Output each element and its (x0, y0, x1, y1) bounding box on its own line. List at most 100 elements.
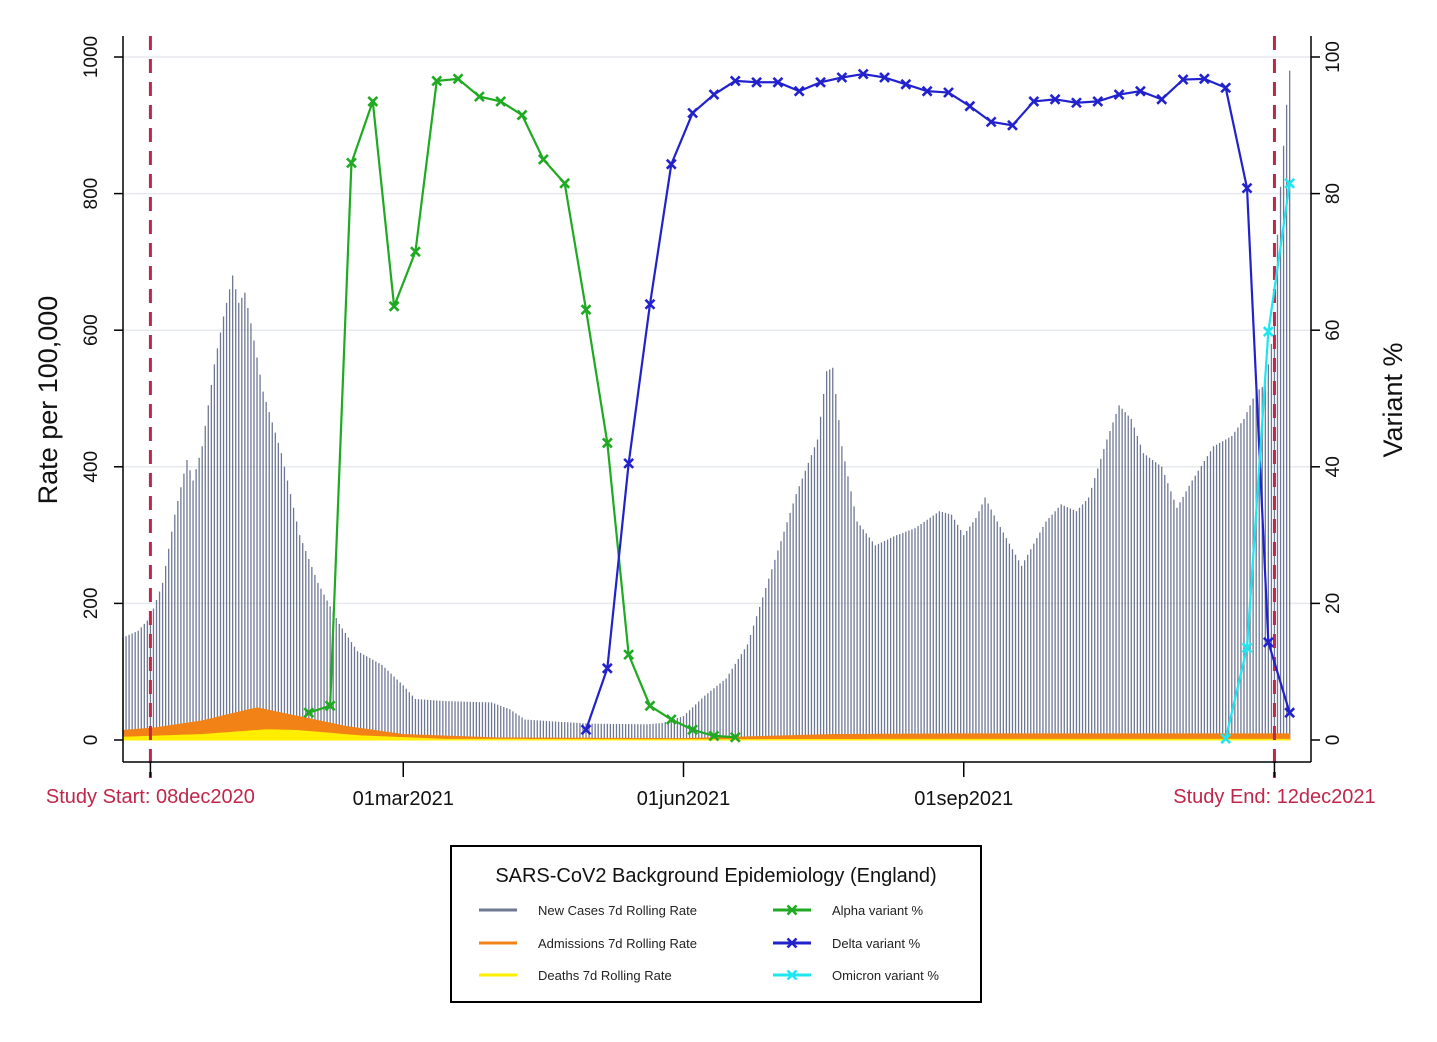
delta-variant-marker (772, 76, 784, 88)
marker-stroke (708, 730, 720, 742)
delta-variant-marker (985, 116, 997, 128)
delta-variant-marker (644, 298, 656, 310)
marker-stroke (1262, 636, 1274, 648)
new-cases-bars (122, 70, 1291, 740)
alpha-variant-marker (324, 700, 336, 712)
marker-stroke (1198, 73, 1210, 85)
y-tick-label: 800 (81, 178, 102, 210)
marker-stroke (601, 437, 613, 449)
alpha-variant-marker (410, 246, 421, 258)
delta-variant-marker (857, 68, 869, 80)
marker-stroke (857, 68, 869, 80)
legend-marker (786, 937, 798, 949)
marker-stroke (1092, 95, 1104, 107)
delta-variant-marker (1156, 93, 1168, 105)
marker-stroke (623, 649, 635, 661)
x-tick-label: 01mar2021 (353, 788, 454, 810)
y2-tick-label: 0 (1323, 735, 1344, 746)
marker-stroke (410, 246, 421, 258)
y2-tick-label: 40 (1323, 456, 1344, 477)
marker-stroke (1284, 707, 1296, 719)
marker-stroke (1220, 82, 1232, 94)
x-tick-label: 01sep2021 (914, 788, 1013, 810)
alpha-variant-marker (601, 437, 613, 449)
marker-stroke (1241, 642, 1253, 654)
delta-variant-marker (1071, 97, 1082, 109)
marker-stroke (1177, 74, 1189, 85)
marker-stroke (601, 662, 613, 674)
marker-stroke (1113, 89, 1125, 100)
legend: SARS-CoV2 Background Epidemiology (Engla… (450, 845, 982, 1003)
marker-stroke (580, 724, 592, 736)
delta-variant-marker (1049, 93, 1061, 105)
legend-label: Alpha variant % (832, 903, 923, 918)
marker-stroke (729, 731, 741, 743)
delta-variant-marker (793, 85, 805, 97)
marker-stroke (836, 72, 848, 83)
legend-marker (786, 969, 798, 981)
alpha-variant-marker (644, 700, 656, 712)
omicron-variant-marker (1262, 326, 1274, 337)
marker-stroke (943, 87, 954, 98)
delta-variant-marker (1113, 89, 1125, 100)
marker-stroke (879, 72, 890, 83)
marker-stroke (324, 700, 336, 712)
reference-line-label: Study Start: 08dec2020 (46, 786, 255, 808)
marker-stroke (303, 707, 315, 719)
delta-variant-marker (708, 89, 720, 100)
delta-variant-marker (1284, 707, 1296, 719)
legend-item: New Cases 7d Rolling Rate (479, 903, 697, 918)
alpha-variant-marker (431, 75, 443, 87)
delta-variant-marker (900, 78, 912, 90)
marker-stroke (537, 154, 549, 165)
legend-label: Deaths 7d Rolling Rate (538, 968, 672, 983)
marker-stroke (1049, 93, 1061, 105)
legend-title: SARS-CoV2 Background Epidemiology (Engla… (495, 865, 936, 887)
marker-stroke (729, 75, 741, 87)
marker-stroke (495, 95, 507, 107)
delta-variant-marker (665, 158, 677, 170)
alpha-variant-marker (623, 649, 635, 661)
legend-item: Delta variant % (773, 936, 921, 951)
marker-stroke (473, 91, 485, 103)
marker-stroke (1220, 733, 1232, 745)
marker-stroke (346, 157, 357, 169)
alpha-variant-marker (516, 109, 528, 121)
marker-stroke (687, 724, 699, 736)
marker-stroke (985, 116, 997, 128)
marker-stroke (1284, 177, 1296, 189)
alpha-variant-marker (346, 157, 357, 169)
axes: 0 200 400 600 800 1000 0 20 40 60 80 100 01mar2021 01… (46, 36, 1376, 810)
rate-areas (122, 707, 1291, 741)
legend-item: Alpha variant % (773, 903, 923, 918)
alpha-variant-marker (452, 73, 464, 85)
legend-item: Admissions 7d Rolling Rate (479, 936, 697, 951)
marker-stroke (367, 95, 379, 107)
x-tick-label: 01jun2021 (637, 788, 730, 810)
delta-variant-marker (943, 87, 954, 98)
y2-axis-title: Variant % (1378, 342, 1408, 457)
omicron-variant-line (1224, 183, 1291, 739)
legend-box (450, 845, 982, 1003)
marker-stroke (559, 177, 571, 189)
marker-stroke (1071, 97, 1082, 109)
delta-variant-marker (879, 72, 890, 83)
delta-variant-marker (1220, 82, 1232, 94)
gridlines (123, 56, 1311, 605)
legend-label: New Cases 7d Rolling Rate (538, 903, 697, 918)
delta-variant-marker (1262, 636, 1274, 648)
alpha-variant-marker (580, 304, 592, 316)
marker-stroke (665, 158, 677, 170)
variant-lines (303, 68, 1296, 745)
delta-variant-marker (964, 100, 976, 112)
delta-variant-marker (751, 76, 763, 88)
legend-item: Deaths 7d Rolling Rate (479, 968, 672, 983)
marker-stroke (708, 89, 720, 100)
delta-variant-marker (687, 107, 699, 119)
marker-stroke (644, 700, 656, 712)
legend-label: Omicron variant % (832, 968, 939, 983)
delta-variant-marker (836, 72, 848, 83)
y-tick-label: 1000 (81, 36, 102, 78)
